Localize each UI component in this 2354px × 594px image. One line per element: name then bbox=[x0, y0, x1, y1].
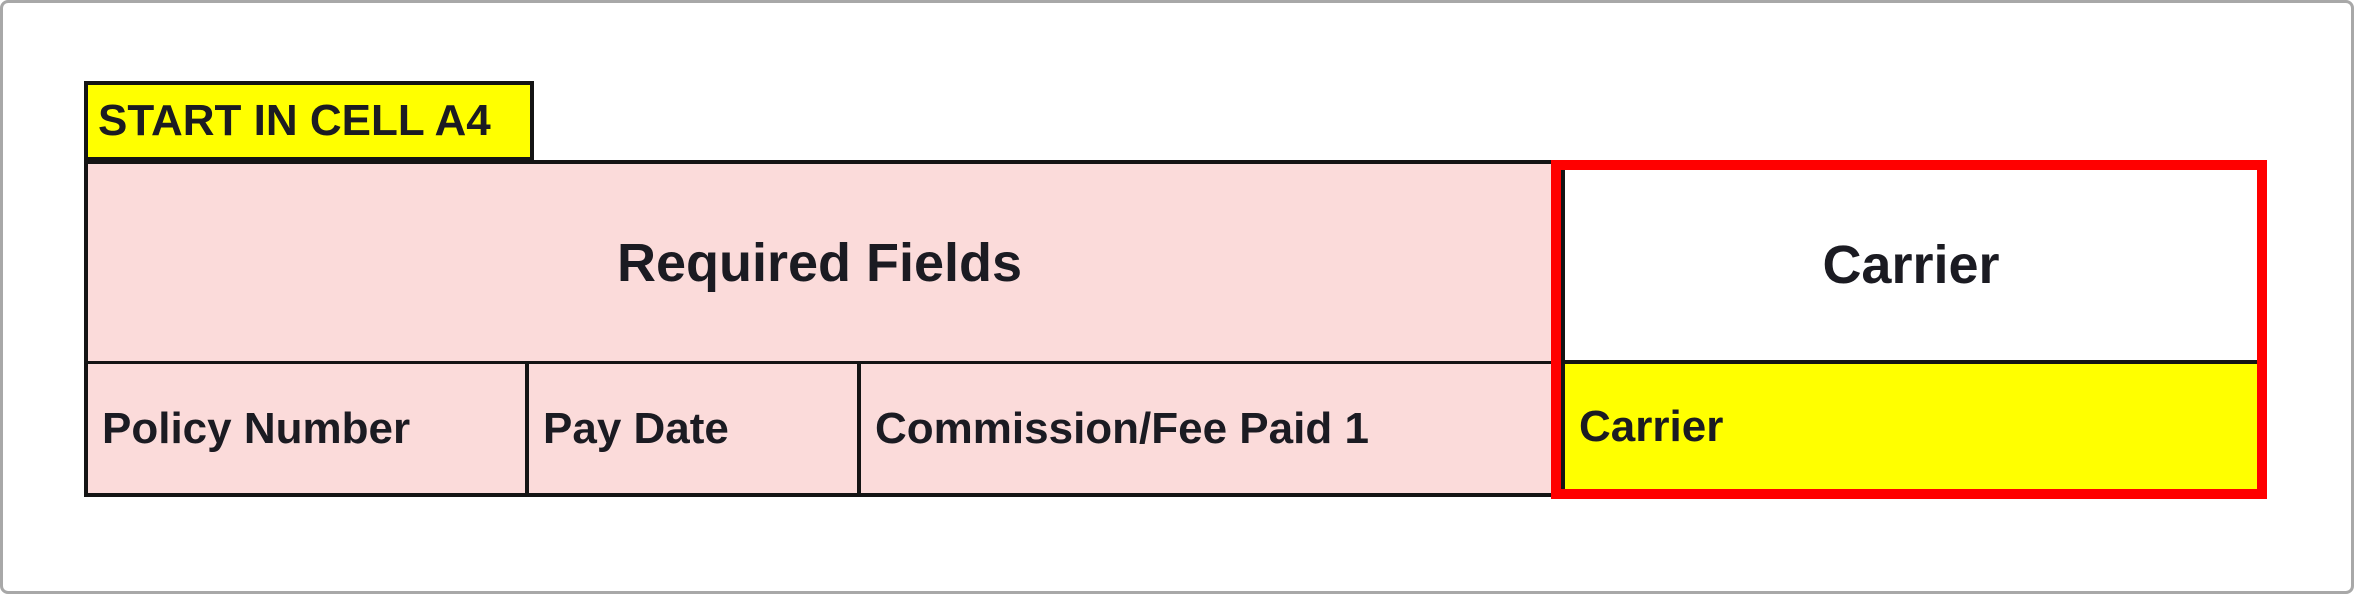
pay-date-label: Pay Date bbox=[543, 403, 729, 453]
commission-fee-paid-cell[interactable]: Commission/Fee Paid 1 bbox=[861, 364, 1551, 493]
required-fields-table: Required Fields Policy Number Pay Date C… bbox=[84, 160, 1551, 497]
pay-date-cell[interactable]: Pay Date bbox=[529, 364, 861, 493]
commission-fee-paid-label: Commission/Fee Paid 1 bbox=[875, 403, 1369, 453]
required-fields-label: Required Fields bbox=[616, 232, 1023, 293]
start-in-cell-a4-label: START IN CELL A4 bbox=[98, 96, 491, 145]
carrier-header-cell[interactable]: Carrier bbox=[1561, 170, 2257, 364]
carrier-field-cell[interactable]: Carrier bbox=[1561, 364, 2257, 489]
start-in-cell-a4-cell[interactable]: START IN CELL A4 bbox=[84, 81, 534, 161]
policy-number-label: Policy Number bbox=[102, 403, 411, 453]
required-fields-merged-cell[interactable]: Required Fields bbox=[88, 164, 1551, 364]
carrier-header-label: Carrier bbox=[1822, 235, 2000, 295]
required-fields-column-row: Policy Number Pay Date Commission/Fee Pa… bbox=[88, 364, 1551, 493]
carrier-column-highlight-box: Carrier Carrier bbox=[1551, 160, 2267, 499]
policy-number-cell[interactable]: Policy Number bbox=[88, 364, 529, 493]
carrier-field-label: Carrier bbox=[1579, 401, 1724, 451]
